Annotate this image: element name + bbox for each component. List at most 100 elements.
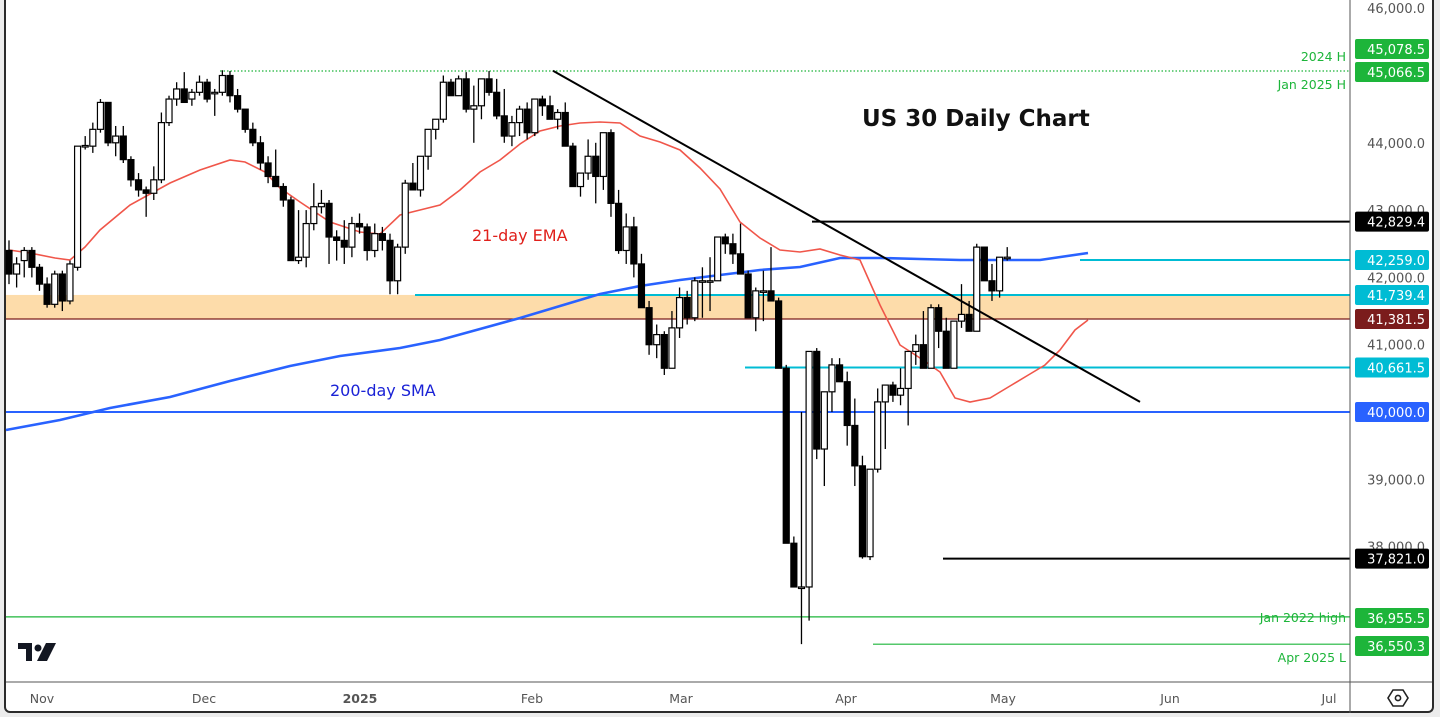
candle [89, 122, 97, 153]
price-tag: 42,259.0 [1355, 249, 1429, 270]
price-tag: 40,661.5 [1355, 357, 1429, 378]
candle [645, 300, 653, 355]
candle [935, 304, 943, 349]
candle [195, 75, 204, 96]
candle [165, 95, 173, 126]
candle [256, 136, 265, 170]
candle [904, 350, 912, 426]
candle [973, 243, 981, 332]
candle [5, 240, 13, 285]
svg-text:42,829.4: 42,829.4 [1367, 216, 1425, 231]
candle [843, 371, 851, 446]
candle [546, 95, 554, 120]
candle [576, 172, 585, 197]
candle [386, 233, 394, 295]
price-tick: 44,000.0 [1367, 137, 1425, 152]
price-tick: 41,000.0 [1367, 339, 1425, 354]
candle [302, 210, 310, 268]
candle [889, 381, 897, 402]
price-tag: 41,739.4 [1355, 284, 1429, 305]
ema-21-line [8, 121, 1089, 403]
candle [995, 256, 1004, 298]
candle [73, 145, 82, 271]
candle [424, 128, 432, 170]
candle [531, 98, 539, 137]
candle [675, 287, 684, 338]
candle [51, 270, 59, 308]
candle [173, 82, 181, 106]
candle [134, 173, 143, 197]
time-tick: May [990, 691, 1016, 706]
candle [401, 179, 409, 254]
candle [637, 253, 646, 309]
price-tick: 46,000.0 [1367, 2, 1425, 17]
candle [462, 72, 470, 113]
sma-200-line [5, 251, 1089, 432]
candle [432, 118, 440, 140]
candle [729, 233, 737, 264]
candle [470, 85, 478, 143]
candle [874, 388, 882, 473]
candle [317, 189, 326, 214]
price-tag: 45,066.5 [1355, 62, 1429, 82]
candle [584, 139, 592, 180]
price-tag: 36,955.5 [1355, 608, 1429, 628]
candle [569, 142, 577, 188]
candle [1003, 247, 1011, 261]
svg-text:45,078.5: 45,078.5 [1367, 43, 1425, 58]
candle [988, 263, 996, 301]
svg-text:37,821.0: 37,821.0 [1367, 553, 1425, 568]
candle [287, 196, 295, 262]
candle [485, 71, 493, 96]
time-tick: Apr [835, 691, 857, 706]
price-tag: 37,821.0 [1355, 548, 1429, 569]
candle [211, 88, 219, 116]
candle [683, 290, 691, 325]
candle [630, 216, 638, 278]
candle [249, 122, 257, 147]
candle [813, 348, 821, 460]
candle [493, 78, 501, 120]
candle [858, 455, 867, 559]
candle [691, 277, 699, 322]
candle [218, 70, 226, 96]
candle [150, 166, 158, 201]
time-tick: Mar [669, 691, 693, 706]
candle [355, 213, 364, 234]
candle [35, 263, 44, 291]
candle [851, 398, 859, 487]
candle [416, 155, 425, 197]
candle [447, 78, 455, 97]
candle [980, 246, 988, 282]
candle [835, 358, 844, 383]
trendline[interactable] [552, 69, 1141, 403]
settings-gear-icon[interactable] [1386, 686, 1410, 710]
svg-text:36,955.5: 36,955.5 [1367, 612, 1425, 627]
svg-text:42,259.0: 42,259.0 [1367, 254, 1425, 269]
candle [706, 257, 714, 312]
candle [180, 72, 188, 104]
candle [439, 75, 447, 123]
candle [912, 334, 920, 365]
price-tag: 40,000.0 [1355, 402, 1429, 422]
svg-text:40,000.0: 40,000.0 [1367, 406, 1425, 421]
candle [127, 156, 135, 187]
candle [614, 189, 623, 254]
candle [866, 468, 874, 561]
time-tick: Jun [1159, 691, 1180, 706]
candle [58, 270, 66, 312]
candle [957, 284, 966, 328]
candle [927, 304, 935, 369]
time-tick: 2025 [343, 691, 378, 706]
candle [820, 391, 828, 487]
chart-title: US 30 Daily Chart [862, 106, 1090, 132]
candle [96, 99, 105, 133]
svg-text:41,739.4: 41,739.4 [1367, 289, 1425, 304]
candle [599, 132, 607, 190]
candle [767, 247, 775, 302]
candle [325, 200, 333, 264]
price-tag: 36,550.3 [1355, 636, 1429, 656]
price-tag: 41,381.5 [1355, 309, 1429, 330]
candle [896, 368, 905, 406]
